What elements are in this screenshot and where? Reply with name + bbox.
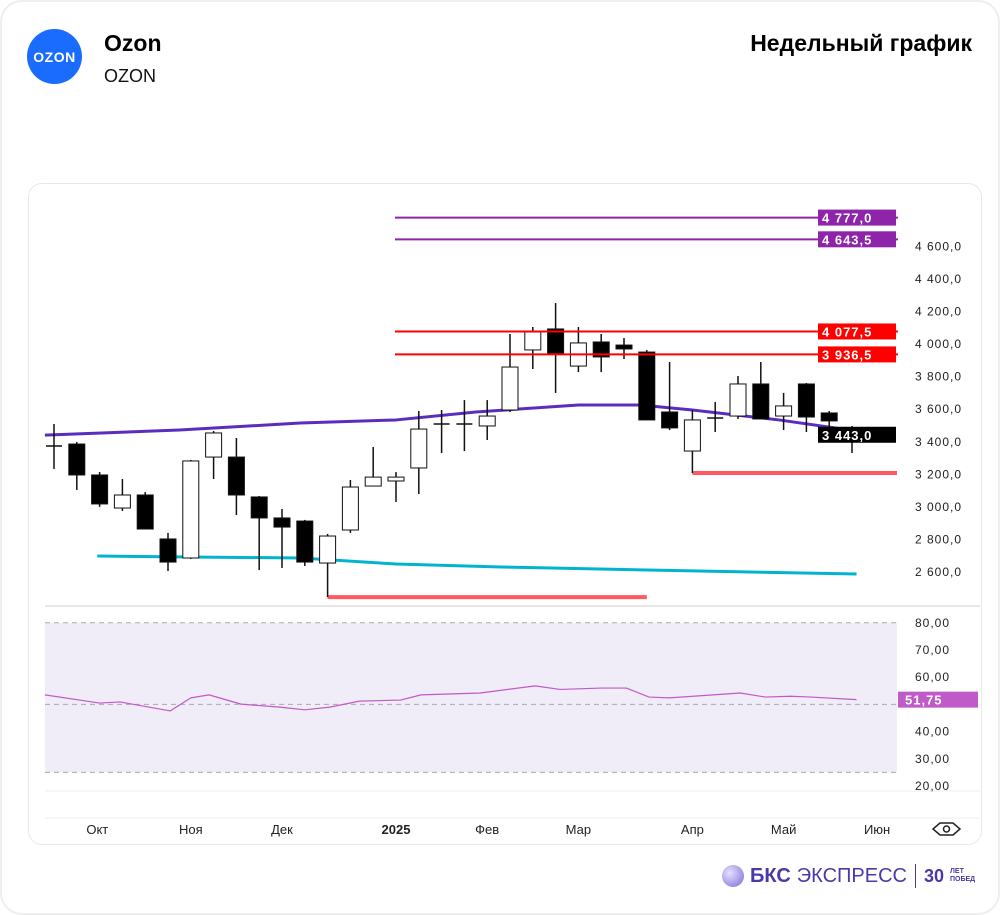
brand-years-label: ЛЕТ ПОБЕД [950, 868, 975, 884]
logo-text: OZON [33, 48, 76, 65]
level-tag [818, 346, 896, 363]
price-tick-label: 2 600,0 [915, 565, 962, 579]
candle-body [364, 476, 382, 487]
x-axis-label: Фев [475, 822, 499, 837]
candle-body [638, 351, 656, 421]
x-axis-label: Мар [566, 822, 591, 837]
level-label: 4 643,5 [822, 232, 872, 247]
candle-body [273, 517, 291, 528]
rsi-band [45, 622, 897, 773]
candle-body [182, 460, 200, 559]
candle-body [319, 535, 337, 564]
candle-body [729, 383, 747, 417]
price-tick-label: 3 000,0 [915, 500, 962, 514]
price-tick-label: 3 200,0 [915, 467, 962, 481]
candle-body [341, 486, 359, 531]
price-tick-label: 3 400,0 [915, 435, 962, 449]
price-tick-label: 2 800,0 [915, 532, 962, 546]
candle-body [524, 331, 542, 351]
brand-name-light: ЭКСПРЕСС [796, 864, 907, 887]
last-price-label: 3 443,0 [822, 428, 872, 443]
company-name: Ozon [104, 30, 162, 56]
candle-body [683, 419, 701, 452]
rsi-value-label: 51,75 [905, 693, 943, 708]
price-tick-label: 4 600,0 [915, 239, 962, 253]
candle-body [661, 411, 679, 429]
visibility-eye-icon[interactable] [931, 822, 962, 836]
candle-body [615, 344, 633, 350]
brand-years: 30 [923, 865, 944, 886]
price-tick-label: 4 400,0 [915, 272, 962, 286]
price-tick-label: 3 600,0 [915, 402, 962, 416]
bks-logo-icon [722, 865, 744, 887]
candle-body [113, 494, 131, 509]
x-axis-label: Апр [681, 822, 704, 837]
level-label: 4 077,5 [822, 324, 872, 339]
chart-card[interactable] [28, 183, 982, 845]
candle-body [820, 412, 838, 422]
x-axis-label: Июн [864, 822, 890, 837]
level-tag [818, 209, 896, 226]
last-price-tag [818, 426, 896, 443]
price-tick-label: 3 800,0 [915, 370, 962, 384]
long-moving-average-line [97, 554, 857, 576]
level-tag [818, 323, 896, 340]
candle-body [296, 520, 314, 563]
brand-years-label-2: ПОБЕД [949, 876, 976, 883]
rsi-value-tag [898, 691, 978, 708]
candle-body [501, 366, 519, 411]
x-axis-label: Окт [86, 822, 108, 837]
candle-body [775, 405, 793, 417]
brand-name-bold: БКС [750, 864, 791, 887]
eye-pupil-icon [942, 825, 951, 833]
candle-body [250, 496, 268, 519]
candle-body [547, 328, 565, 354]
rsi-tick-label: 30,00 [915, 752, 950, 766]
candle-body [410, 428, 428, 469]
rsi-tick-label: 40,00 [915, 725, 950, 739]
x-axis-label: 2025 [382, 822, 411, 837]
brand-years-label-1: ЛЕТ [949, 868, 964, 875]
level-label: 4 777,0 [822, 211, 872, 226]
candle-body [68, 443, 86, 476]
ozon-logo: OZON [27, 29, 82, 84]
bks-express-brand: БКС ЭКСПРЕСС 30 ЛЕТ ПОБЕД [722, 864, 975, 888]
brand-divider [914, 864, 916, 888]
candle-body [159, 538, 177, 563]
rsi-line [44, 685, 857, 712]
x-axis-label: Дек [271, 822, 293, 837]
candle-body [205, 432, 223, 458]
candle-body [136, 494, 154, 530]
candle-body [387, 476, 405, 482]
candle-body [91, 474, 109, 505]
level-label: 3 936,5 [822, 347, 872, 362]
candle-body [752, 383, 770, 420]
x-axis-label: Ноя [179, 822, 203, 837]
rsi-tick-label: 80,00 [915, 616, 950, 630]
chart-title: Недельный график [750, 30, 972, 56]
rsi-tick-label: 60,00 [915, 670, 950, 684]
rsi-tick-label: 70,00 [915, 643, 950, 657]
price-tick-label: 4 200,0 [915, 305, 962, 319]
candle-body [227, 456, 245, 496]
x-axis-label: Май [771, 822, 796, 837]
candle-body [797, 383, 815, 418]
level-tag [818, 231, 896, 248]
price-tick-label: 4 000,0 [915, 337, 962, 351]
candle-body [592, 341, 610, 358]
rsi-tick-label: 20,00 [915, 779, 950, 793]
ticker: OZON [104, 66, 156, 86]
candle-body [478, 415, 496, 427]
